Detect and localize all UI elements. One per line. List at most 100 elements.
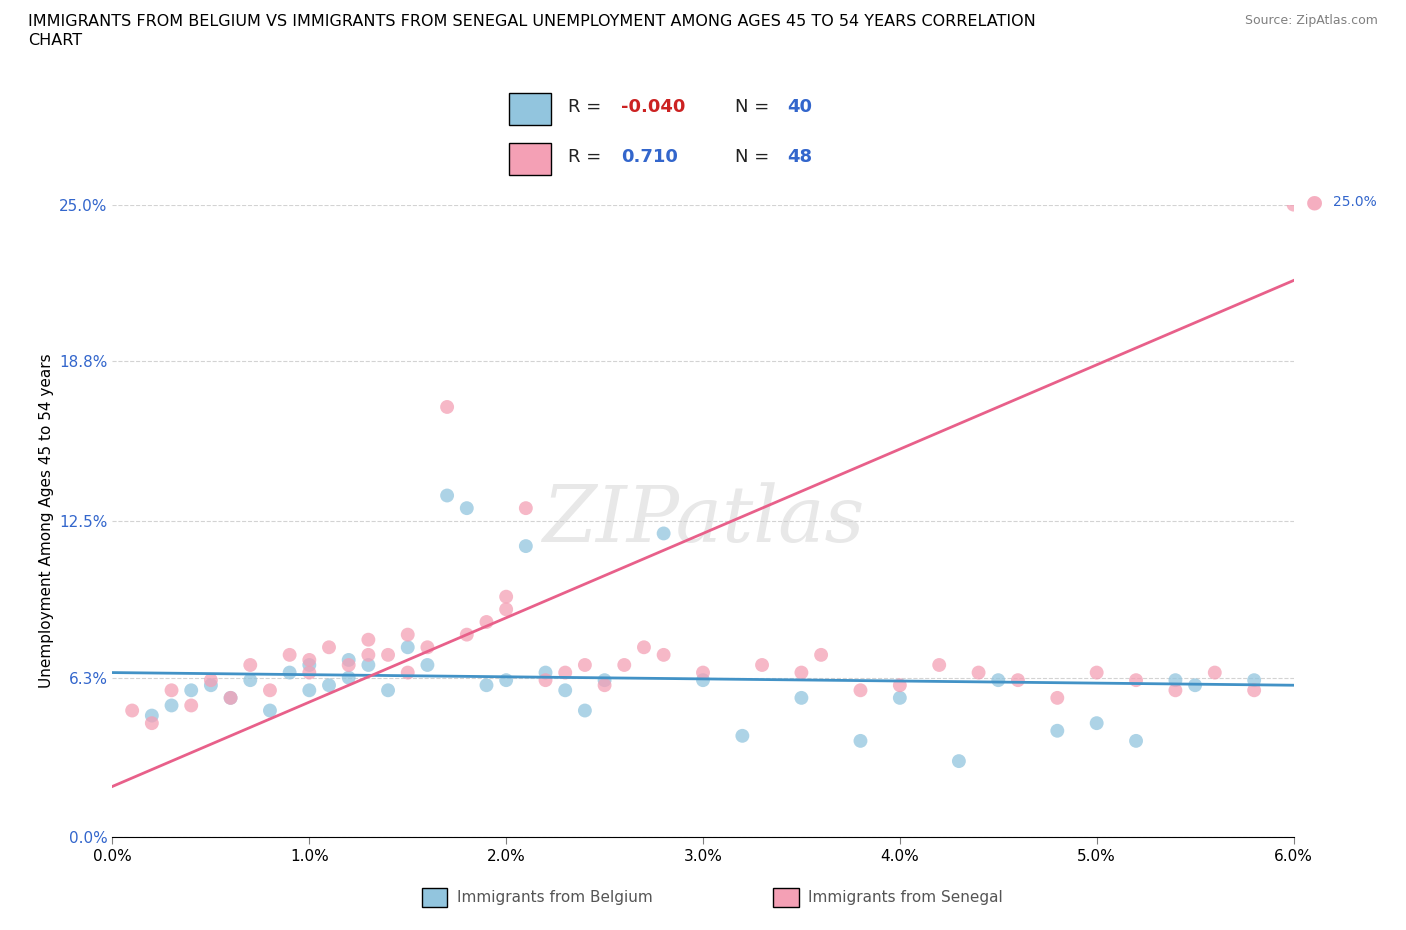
Point: [790, 665, 813, 680]
Point: [1007, 672, 1029, 687]
Point: [180, 698, 202, 713]
Point: [318, 678, 340, 693]
Point: [278, 647, 301, 662]
Text: R =: R =: [568, 148, 607, 166]
Point: [554, 683, 576, 698]
Point: [731, 728, 754, 743]
Point: [298, 683, 321, 698]
Text: -0.040: -0.040: [620, 98, 685, 116]
Text: 0.710: 0.710: [620, 148, 678, 166]
Point: [396, 665, 419, 680]
Point: [652, 647, 675, 662]
Point: [534, 665, 557, 680]
Point: [259, 683, 281, 698]
Point: [1125, 734, 1147, 749]
Point: [377, 647, 399, 662]
Point: [318, 640, 340, 655]
Point: [495, 672, 517, 687]
Point: [987, 672, 1010, 687]
Point: [593, 672, 616, 687]
Point: [456, 627, 478, 642]
Point: [652, 526, 675, 541]
Text: ●: ●: [1306, 193, 1323, 211]
Point: [948, 753, 970, 768]
Point: [1085, 665, 1108, 680]
Text: N =: N =: [734, 98, 775, 116]
Point: [337, 658, 360, 672]
Point: [889, 678, 911, 693]
Point: [357, 658, 380, 672]
Point: [1282, 197, 1305, 212]
Point: [1164, 683, 1187, 698]
FancyBboxPatch shape: [509, 93, 551, 125]
Point: [180, 683, 202, 698]
Point: [475, 615, 498, 630]
Point: [1184, 678, 1206, 693]
Point: [377, 683, 399, 698]
Point: [396, 627, 419, 642]
Point: [1085, 716, 1108, 731]
Point: [554, 665, 576, 680]
Point: [534, 672, 557, 687]
Point: [1243, 683, 1265, 698]
Text: 48: 48: [787, 148, 813, 166]
Text: N =: N =: [734, 148, 775, 166]
Point: [692, 672, 714, 687]
Y-axis label: Unemployment Among Ages 45 to 54 years: Unemployment Among Ages 45 to 54 years: [39, 353, 53, 688]
Point: [1204, 665, 1226, 680]
Text: Source: ZipAtlas.com: Source: ZipAtlas.com: [1244, 14, 1378, 27]
Point: [456, 500, 478, 515]
Text: CHART: CHART: [28, 33, 82, 47]
Text: 40: 40: [787, 98, 813, 116]
Point: [574, 703, 596, 718]
Point: [928, 658, 950, 672]
Point: [810, 647, 832, 662]
FancyBboxPatch shape: [509, 143, 551, 175]
Point: [357, 647, 380, 662]
Point: [1125, 672, 1147, 687]
Point: [298, 658, 321, 672]
Point: [1046, 724, 1069, 738]
Text: IMMIGRANTS FROM BELGIUM VS IMMIGRANTS FROM SENEGAL UNEMPLOYMENT AMONG AGES 45 TO: IMMIGRANTS FROM BELGIUM VS IMMIGRANTS FR…: [28, 14, 1036, 29]
Point: [160, 683, 183, 698]
Point: [396, 640, 419, 655]
Point: [436, 488, 458, 503]
Point: [278, 665, 301, 680]
Point: [515, 500, 537, 515]
Point: [593, 678, 616, 693]
Point: [495, 590, 517, 604]
Point: [259, 703, 281, 718]
Point: [967, 665, 990, 680]
Point: [141, 708, 163, 723]
Point: [495, 602, 517, 617]
Point: [357, 632, 380, 647]
Point: [613, 658, 636, 672]
Point: [416, 658, 439, 672]
Point: [239, 672, 262, 687]
Text: ZIPatlas: ZIPatlas: [541, 483, 865, 559]
Text: R =: R =: [568, 98, 607, 116]
Point: [239, 658, 262, 672]
Point: [121, 703, 143, 718]
Point: [692, 665, 714, 680]
Point: [1046, 690, 1069, 705]
Point: [337, 671, 360, 685]
Point: [574, 658, 596, 672]
Point: [219, 690, 242, 705]
Point: [219, 690, 242, 705]
Point: [849, 734, 872, 749]
Point: [200, 672, 222, 687]
Point: [849, 683, 872, 698]
Text: Immigrants from Senegal: Immigrants from Senegal: [808, 890, 1004, 905]
Point: [298, 653, 321, 668]
Point: [436, 400, 458, 415]
Text: Immigrants from Belgium: Immigrants from Belgium: [457, 890, 652, 905]
Point: [790, 690, 813, 705]
Point: [160, 698, 183, 713]
Text: 25.0%: 25.0%: [1333, 194, 1376, 209]
Point: [298, 665, 321, 680]
Point: [1164, 672, 1187, 687]
Point: [200, 678, 222, 693]
Point: [633, 640, 655, 655]
Point: [515, 538, 537, 553]
